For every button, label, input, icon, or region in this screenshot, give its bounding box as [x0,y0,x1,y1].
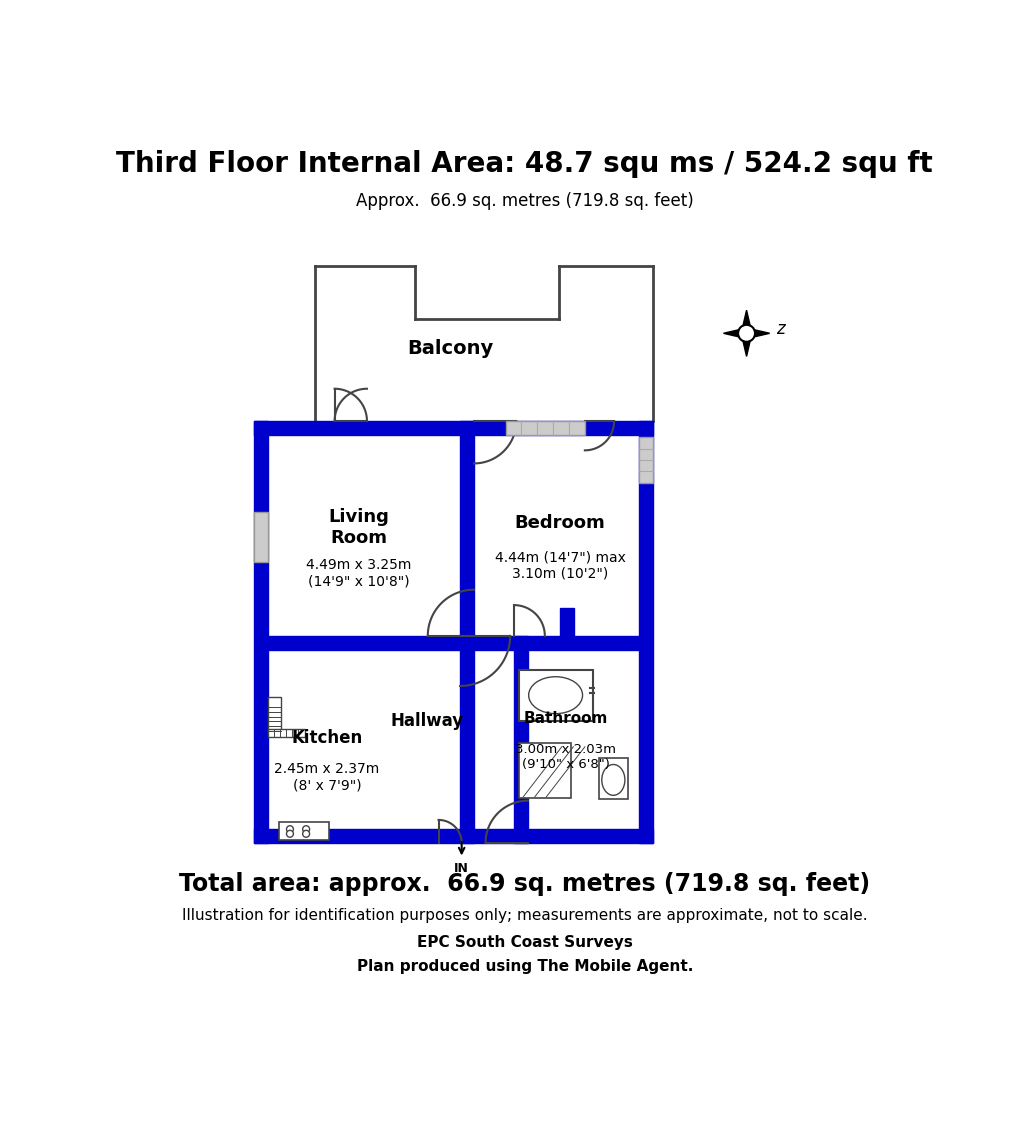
Bar [519,670,593,721]
Bar [506,421,585,435]
Text: Living
Room: Living Room [328,508,389,546]
Bar [474,636,639,650]
Circle shape [738,325,755,342]
Circle shape [303,826,309,833]
Text: 4.49m x 3.25m
(14'9" x 10'8"): 4.49m x 3.25m (14'9" x 10'8") [306,559,412,589]
Text: Bathroom: Bathroom [523,711,608,726]
Text: Bedroom: Bedroom [515,515,605,533]
Text: Illustration for identification purposes only; measurements are approximate, not: Illustration for identification purposes… [182,909,867,923]
Circle shape [303,830,309,837]
Bar [254,421,652,435]
Text: Hallway: Hallway [390,712,464,730]
Bar [599,758,628,799]
Bar [267,697,282,732]
Text: z: z [776,321,784,339]
Circle shape [287,830,294,837]
Bar [254,829,652,843]
Bar [267,729,304,737]
Text: Kitchen: Kitchen [291,728,362,746]
Text: EPC South Coast Surveys: EPC South Coast Surveys [417,936,633,950]
Bar [519,743,571,799]
Bar [560,608,574,636]
Polygon shape [724,310,770,357]
Bar [267,636,460,650]
Bar [639,438,652,482]
Text: 3.00m x 2.03m
(9'10" x 6'8"): 3.00m x 2.03m (9'10" x 6'8") [515,743,616,771]
Bar [254,421,267,843]
Text: Third Floor Internal Area: 48.7 squ ms / 524.2 squ ft: Third Floor Internal Area: 48.7 squ ms /… [117,150,933,178]
Text: 2.45m x 2.37m
(8' x 7'9"): 2.45m x 2.37m (8' x 7'9") [274,763,380,792]
Circle shape [287,826,294,833]
Text: Balcony: Balcony [407,339,494,358]
Bar [280,822,330,840]
Bar [639,421,652,843]
Ellipse shape [528,677,583,714]
Bar [460,421,474,843]
Ellipse shape [602,764,625,795]
Text: Plan produced using The Mobile Agent.: Plan produced using The Mobile Agent. [356,958,693,974]
Bar [254,512,267,562]
Text: Approx.  66.9 sq. metres (719.8 sq. feet): Approx. 66.9 sq. metres (719.8 sq. feet) [356,192,693,211]
Bar [514,636,528,843]
Text: 4.44m (14'7") max
3.10m (10'2"): 4.44m (14'7") max 3.10m (10'2") [495,551,626,581]
Text: Total area: approx.  66.9 sq. metres (719.8 sq. feet): Total area: approx. 66.9 sq. metres (719… [179,872,870,896]
Text: IN: IN [455,863,469,875]
